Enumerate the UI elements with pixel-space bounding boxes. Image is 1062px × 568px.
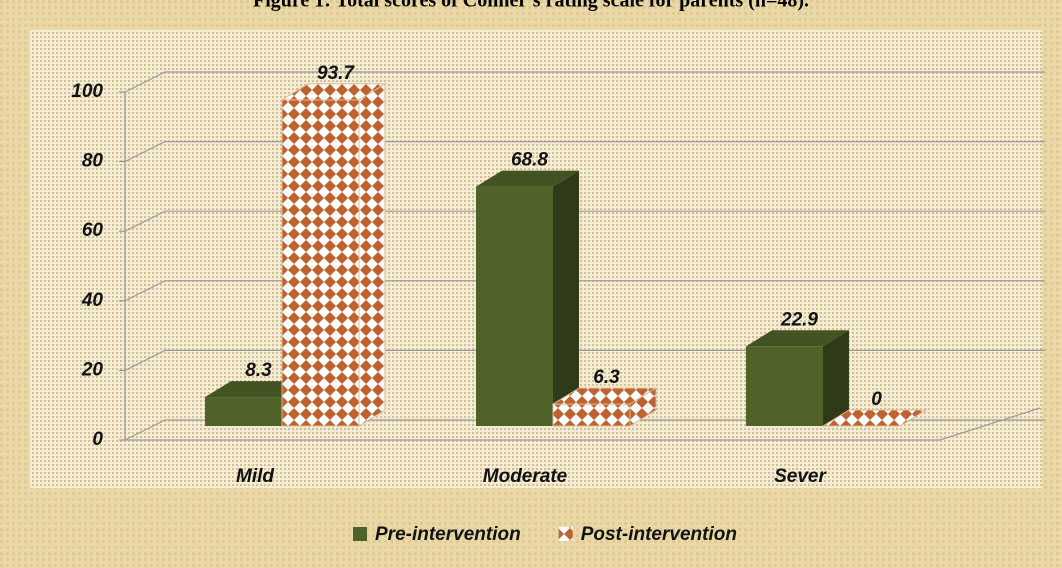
bar: [281, 99, 360, 427]
bar-side: [553, 170, 579, 426]
data-label: 22.9: [780, 309, 818, 330]
data-label: 6.3: [593, 367, 620, 388]
legend-swatch: [558, 527, 573, 541]
bar-side: [629, 387, 657, 427]
bar-side: [358, 83, 386, 427]
legend-label: Pre-intervention: [375, 524, 521, 545]
bar: [552, 403, 631, 427]
data-label: 93.7: [317, 63, 355, 84]
y-tick-label: 20: [81, 359, 104, 380]
legend-label: Post-intervention: [581, 524, 737, 545]
x-tick-label: Moderate: [483, 466, 568, 487]
grid-line: [124, 71, 1045, 93]
y-tick-label: 0: [92, 429, 103, 450]
grid-line: [124, 141, 1045, 163]
y-tick-label: 40: [81, 290, 104, 311]
data-label: 0: [871, 389, 882, 410]
data-label: 8.3: [245, 360, 272, 381]
floor: [125, 407, 1041, 441]
grid-line: [124, 210, 1045, 232]
bar: [205, 397, 282, 426]
legend-swatch: [353, 527, 367, 541]
chart-title: Figure 1: Total scores of Conner's ratin…: [253, 0, 809, 12]
bar-side: [823, 330, 849, 426]
y-tick-label: 80: [82, 151, 104, 172]
x-tick-label: Mild: [236, 466, 274, 487]
grid-line: [124, 280, 1045, 302]
data-label: 68.8: [511, 150, 548, 171]
bar: [476, 186, 553, 426]
bar-top: [746, 330, 849, 347]
y-tick-label: 60: [82, 220, 104, 241]
x-tick-label: Sever: [774, 466, 827, 487]
y-tick-label: 100: [71, 81, 103, 102]
bar-side: [899, 409, 927, 427]
bar-top: [476, 170, 579, 187]
bar: [746, 346, 823, 426]
